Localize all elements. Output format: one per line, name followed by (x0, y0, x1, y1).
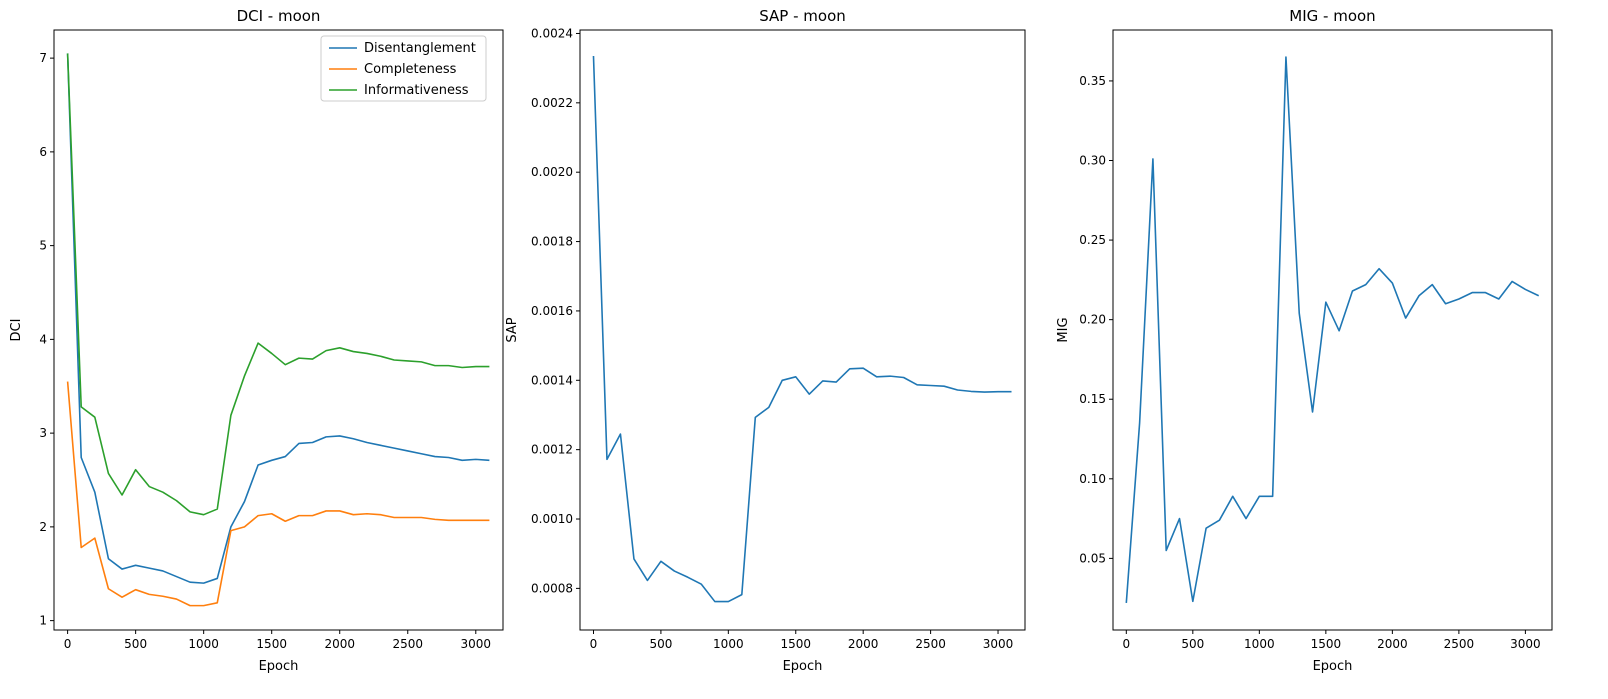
mig-x-tick-label: 1000 (1244, 637, 1275, 651)
sap-y-axis-label: SAP (505, 317, 520, 342)
sap-y-tick-label: 0.0020 (531, 165, 573, 179)
mig-panel: 0 500 1000 1500 2000 2500 3000 0.05 0.10 0.15 0.20… (1056, 7, 1553, 674)
sap-chart-title: SAP - moon (759, 7, 846, 25)
sap-axes-frame (579, 29, 1026, 631)
mig-y-tick-label: 0.25 (1079, 233, 1106, 247)
sap-y-tick-label: 0.0024 (531, 26, 573, 40)
dci-x-tick-label: 500 (124, 637, 147, 651)
mig-y-tick-label: 0.35 (1079, 74, 1106, 88)
mig-x-axis-label: Epoch (1313, 659, 1353, 674)
dci-legend-entry: Completeness (364, 62, 457, 77)
mig-y-axis-label: MIG (1056, 317, 1071, 342)
sap-x-tick-label: 1000 (713, 637, 744, 651)
sap-x-tick-label: 2000 (848, 637, 879, 651)
mig-chart-title: MIG - moon (1289, 7, 1375, 25)
mig-x-tick-label: 2000 (1377, 637, 1408, 651)
sap-y-tick-label: 0.0010 (531, 512, 573, 526)
dci-x-tick-label: 2000 (324, 637, 355, 651)
mig-x-tick-label: 2500 (1444, 637, 1475, 651)
mig-x-tick-label: 500 (1181, 637, 1204, 651)
dci-x-tick-label: 1000 (188, 637, 219, 651)
dci-series-line-informativeness (66, 53, 490, 516)
dci-legend-box (320, 35, 487, 102)
dci-y-tick-label: 6 (39, 145, 47, 159)
mig-y-tick-label: 0.05 (1079, 551, 1106, 565)
sap-panel: 0 500 1000 1500 2000 2500 3000 0.0008 0.0010 0.00… (505, 7, 1026, 674)
dci-x-tick-label: 2500 (392, 637, 423, 651)
mig-y-tick-label: 0.15 (1079, 392, 1106, 406)
dci-x-tick-label: 1500 (256, 637, 287, 651)
sap-x-axis-label: Epoch (783, 659, 823, 674)
sap-x-tick-label: 1500 (780, 637, 811, 651)
sap-y-tick-label: 0.0022 (531, 96, 573, 110)
dci-y-axis-label: DCI (9, 319, 24, 342)
sap-x-tick-label: 3000 (983, 637, 1014, 651)
dci-panel: 0 500 1000 1500 2000 2500 3000 1 2 3 4 5 6 7 DCI - moo… (9, 7, 504, 674)
dci-x-tick-label: 3000 (461, 637, 492, 651)
dci-legend: Disentanglement Completeness Informativene… (320, 35, 487, 102)
dci-y-tick-label: 7 (39, 51, 47, 65)
mig-axes-frame (1112, 29, 1553, 631)
mig-y-tick-label: 0.20 (1079, 313, 1106, 327)
sap-x-tick-label: 500 (649, 637, 672, 651)
mig-series-line-0 (1125, 56, 1540, 603)
mig-y-tick-label: 0.10 (1079, 472, 1106, 486)
dci-x-axis-label: Epoch (259, 659, 299, 674)
dci-legend-entry: Informativeness (364, 83, 469, 98)
mig-y-tick-label: 0.30 (1079, 154, 1106, 168)
dci-y-tick-label: 3 (39, 426, 47, 440)
mig-x-tick-label: 0 (1122, 637, 1130, 651)
sap-y-tick-label: 0.0008 (531, 581, 573, 595)
sap-y-tick-label: 0.0018 (531, 235, 573, 249)
dci-series-line-disentanglement (66, 53, 490, 584)
dci-y-tick-label: 4 (39, 332, 47, 346)
sap-y-tick-label: 0.0016 (531, 304, 573, 318)
dci-y-tick-label: 1 (39, 614, 47, 628)
dci-series-line-completeness (66, 381, 490, 607)
dci-legend-entry: Disentanglement (364, 41, 476, 56)
sap-y-tick-label: 0.0014 (531, 373, 573, 387)
sap-x-tick-label: 0 (590, 637, 598, 651)
dci-chart-title: DCI - moon (237, 7, 321, 25)
dci-axes-frame (53, 29, 504, 631)
dci-y-tick-label: 5 (39, 239, 47, 253)
mig-x-tick-label: 3000 (1510, 637, 1541, 651)
sap-x-tick-label: 2500 (915, 637, 946, 651)
sap-series-line-0 (592, 55, 1012, 603)
sap-y-tick-label: 0.0012 (531, 443, 573, 457)
mig-x-tick-label: 1500 (1311, 637, 1342, 651)
dci-y-tick-label: 2 (39, 520, 47, 534)
dci-x-tick-label: 0 (64, 637, 72, 651)
